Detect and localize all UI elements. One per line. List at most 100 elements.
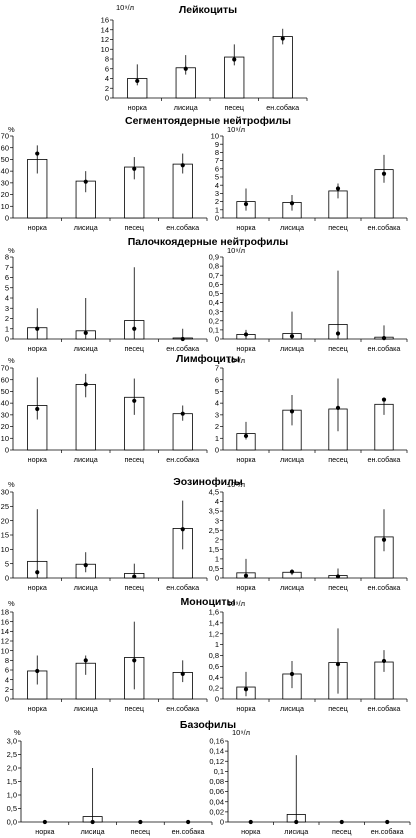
y-tick-label: 9 <box>215 140 219 149</box>
y-tick-label: 0,2 <box>209 684 219 693</box>
category-label: песец <box>332 827 352 836</box>
data-point <box>180 163 185 168</box>
y-tick-label: 0 <box>215 574 219 583</box>
y-tick-label: 1 <box>215 205 219 214</box>
y-tick-label: 14 <box>1 627 9 636</box>
category-label: норка <box>236 223 255 232</box>
y-tick-label: 4 <box>215 399 219 408</box>
chart-title: Сегментоядерные нейтрофилы <box>125 115 291 127</box>
y-tick-label: 0 <box>215 335 219 344</box>
chart-title: Эозинофилы <box>173 476 242 488</box>
y-tick-label: 3 <box>215 516 219 525</box>
y-tick-label: 0 <box>5 574 9 583</box>
y-tick-label: 2 <box>5 314 9 323</box>
chart-panel-9: 10⁹/л 00,511,522,533,544,5 норка лисица песе… <box>209 480 408 592</box>
y-tick-label: 7 <box>215 156 219 165</box>
chart-title: Палочкоядерные нейтрофилы <box>128 236 289 248</box>
y-tick-label: 3 <box>215 189 219 198</box>
y-tick-label: 18 <box>1 608 9 617</box>
y-tick-label: 6 <box>5 273 9 282</box>
chart-title: Базофилы <box>180 719 236 731</box>
y-tick-label: 2,0 <box>7 764 17 773</box>
category-label: лисица <box>81 827 105 836</box>
chart-panel-11: 10⁹/л 0 0,2 0,4 0,6 0,8 1 1,2 1,41,6 норка лисица п… <box>209 599 408 713</box>
y-tick-label: 40 <box>1 167 9 176</box>
y-tick-label: 0,3 <box>209 307 219 316</box>
data-point <box>280 36 285 41</box>
y-tick-label: 0,14 <box>209 747 224 756</box>
category-label: норка <box>28 583 47 592</box>
category-label: норка <box>28 455 47 464</box>
y-tick-label: 0,12 <box>209 757 224 766</box>
data-point <box>132 166 137 171</box>
category-label: лисица <box>280 583 304 592</box>
y-tick-label: 0 <box>215 695 219 704</box>
y-tick-label: 50 <box>1 387 9 396</box>
y-axis-unit: % <box>8 356 15 365</box>
category-label: песец <box>124 344 144 353</box>
y-tick-label: 2,5 <box>209 526 219 535</box>
data-point <box>385 819 390 825</box>
y-tick-label: 4 <box>105 74 109 83</box>
category-label: песец <box>328 223 348 232</box>
data-point <box>180 527 185 532</box>
y-axis-unit: % <box>8 480 15 489</box>
y-tick-label: 10 <box>1 202 9 211</box>
data-point <box>381 335 387 341</box>
y-tick-label: 40 <box>1 399 9 408</box>
y-tick-label: 0 <box>220 818 224 827</box>
y-tick-label: 0,2 <box>209 316 219 325</box>
y-tick-label: 12 <box>1 637 9 646</box>
y-tick-label: 60 <box>1 375 9 384</box>
data-point <box>180 671 185 676</box>
category-label: песец <box>328 704 348 713</box>
data-point <box>83 382 88 387</box>
data-point <box>35 326 40 331</box>
y-tick-label: 20 <box>1 516 9 525</box>
data-point <box>289 334 295 339</box>
data-point <box>90 819 95 825</box>
chart-panel-2: Сегментоядерные нейтрофилы%0102030405060… <box>1 115 291 232</box>
y-tick-label: 15 <box>1 531 9 540</box>
category-label: песец <box>224 103 244 112</box>
y-tick-label: 16 <box>101 16 109 25</box>
y-tick-label: 3 <box>215 410 219 419</box>
data-point <box>35 151 40 156</box>
y-tick-label: 16 <box>1 617 9 626</box>
data-point <box>83 563 88 568</box>
data-point <box>381 171 387 176</box>
y-tick-label: 1 <box>215 554 219 563</box>
y-tick-label: 2 <box>105 84 109 93</box>
y-tick-label: 14 <box>101 25 109 34</box>
y-tick-label: 0,4 <box>209 298 219 307</box>
chart-title: Моноциты <box>181 596 236 608</box>
category-label: лисица <box>74 583 98 592</box>
y-tick-label: 4,5 <box>209 488 219 497</box>
category-label: ен.собака <box>166 344 199 353</box>
chart-panel-12: Базофилы% 0,0 0,5 1,0 1,5 2,0 2,5 3,0 норка лисиц… <box>7 719 237 836</box>
y-tick-label: 0,5 <box>7 804 17 813</box>
data-point <box>289 569 295 574</box>
category-label: норка <box>128 103 147 112</box>
y-tick-label: 0,0 <box>7 818 17 827</box>
y-tick-label: 10 <box>211 132 219 141</box>
category-label: норка <box>241 827 260 836</box>
data-point <box>180 336 185 342</box>
y-tick-label: 30 <box>1 488 9 497</box>
data-point <box>132 574 137 579</box>
category-label: песец <box>131 827 151 836</box>
y-tick-label: 6 <box>105 64 109 73</box>
category-label: лисица <box>284 827 308 836</box>
data-point <box>132 658 137 663</box>
category-label: ен.собака <box>172 827 205 836</box>
y-tick-label: 70 <box>1 132 9 141</box>
y-tick-label: 2,5 <box>7 750 17 759</box>
y-tick-label: 0 <box>5 335 9 344</box>
y-tick-label: 8 <box>5 253 9 262</box>
category-label: ен.собака <box>368 344 401 353</box>
y-tick-label: 0 <box>215 446 219 455</box>
data-point <box>132 398 137 403</box>
y-tick-label: 0,6 <box>209 662 219 671</box>
y-tick-label: 10 <box>1 646 9 655</box>
